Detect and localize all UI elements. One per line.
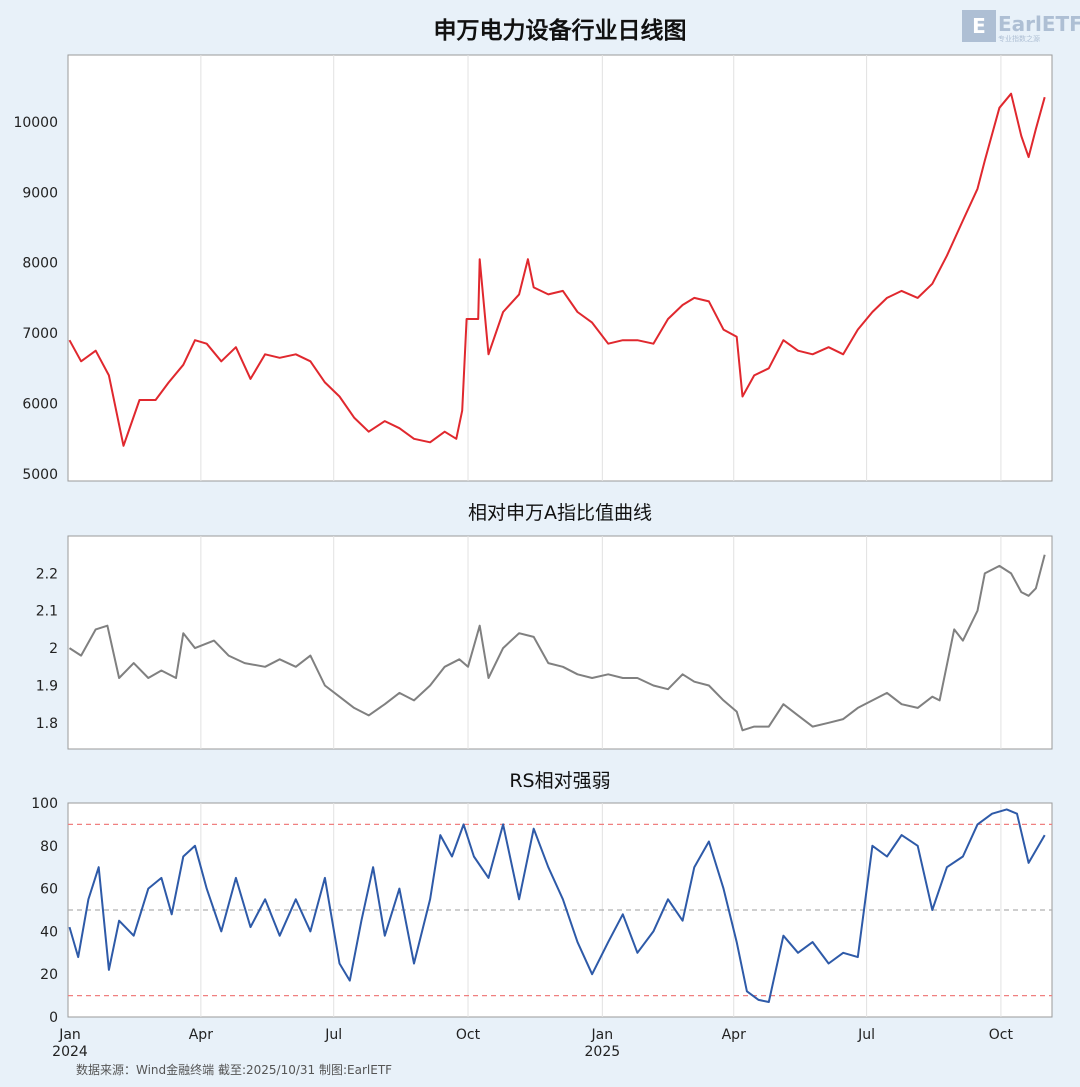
plot-area [67, 535, 1053, 750]
y-tick-label: 2 [49, 641, 58, 657]
x-tick-label: Jul [324, 1027, 342, 1043]
svg-text:E: E [972, 14, 986, 38]
logo-text: EarlETF [998, 12, 1080, 36]
logo-tagline: 专业指数之源 [998, 34, 1040, 43]
x-tick-year-label: 2024 [52, 1044, 88, 1060]
panel-rs: 0 20 40 60 80 100 [31, 796, 1053, 1026]
x-tick-label: Jan [58, 1027, 81, 1043]
y-tick-label: 2.1 [36, 604, 58, 620]
y-tick-label: 2.2 [36, 566, 58, 582]
y-tick-label: 9000 [22, 185, 58, 201]
chart-title-main: 申万电力设备行业日线图 [434, 17, 687, 44]
x-tick-label: Oct [456, 1027, 481, 1043]
series-line [68, 92, 1046, 447]
source-note: 数据来源：Wind金融终端 截至:2025/10/31 制图:EarlETF [76, 1062, 392, 1077]
series-line [68, 808, 1046, 1003]
y-tick-label: 1.9 [36, 678, 58, 694]
y-tick-label: 8000 [22, 256, 58, 272]
panel-price: 5000 6000 7000 8000 9000 10000 [13, 54, 1053, 483]
y-tick-label: 60 [40, 882, 58, 898]
series-line [68, 554, 1046, 732]
y-tick-label: 1.8 [36, 716, 58, 732]
x-tick-label: Jan [591, 1027, 614, 1043]
y-tick-label: 0 [49, 1010, 58, 1026]
x-tick-label: Apr [722, 1027, 746, 1043]
y-tick-label: 10000 [13, 115, 58, 131]
x-tick-label: Jul [857, 1027, 875, 1043]
logo-mark-icon [962, 10, 996, 42]
logo: E EarlETF 专业指数之源 [962, 10, 1080, 43]
chart-title-rs: RS相对强弱 [509, 770, 610, 792]
x-tick-label: Apr [189, 1027, 213, 1043]
y-tick-label: 5000 [22, 467, 58, 483]
x-tick-label: Oct [989, 1027, 1014, 1043]
y-tick-label: 100 [31, 796, 58, 812]
y-tick-label: 6000 [22, 397, 58, 413]
plot-area [67, 54, 1053, 482]
y-tick-label: 7000 [22, 326, 58, 342]
y-tick-label: 20 [40, 967, 58, 983]
panel-ratio: 1.8 1.9 2 2.1 2.2 [36, 535, 1053, 750]
y-tick-label: 40 [40, 924, 58, 940]
y-tick-label: 80 [40, 839, 58, 855]
chart-title-ratio: 相对申万A指比值曲线 [468, 502, 652, 524]
x-tick-year-label: 2025 [585, 1044, 621, 1060]
